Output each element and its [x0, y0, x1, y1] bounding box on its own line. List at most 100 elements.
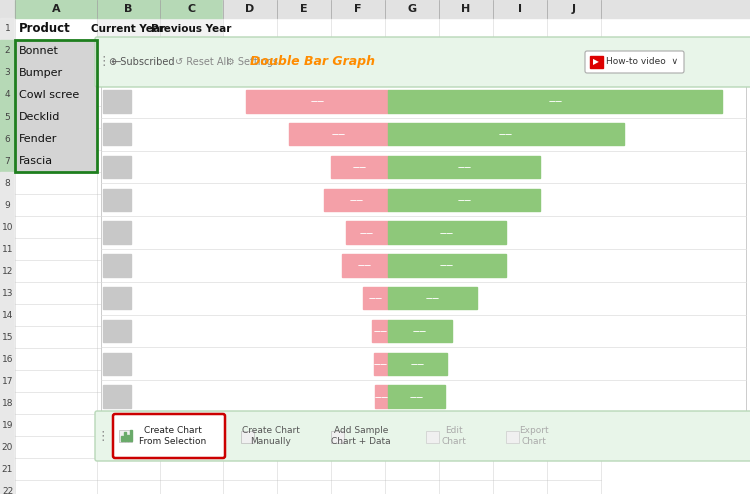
Bar — [277, 106, 331, 128]
Bar — [160, 84, 223, 106]
Bar — [385, 480, 439, 494]
Bar — [590, 56, 603, 68]
Bar — [342, 254, 388, 277]
Bar — [439, 106, 493, 128]
Bar — [277, 260, 331, 282]
Text: G: G — [407, 4, 416, 14]
Bar — [547, 216, 601, 238]
Text: ——: —— — [360, 230, 374, 236]
Bar — [331, 282, 385, 304]
Bar — [388, 254, 506, 277]
Bar — [385, 106, 439, 128]
Bar — [388, 90, 722, 113]
Bar — [0, 392, 15, 414]
Bar — [439, 260, 493, 282]
Bar — [97, 348, 160, 370]
Bar — [388, 385, 445, 408]
Bar — [0, 62, 15, 84]
Bar — [493, 128, 547, 150]
Text: ——: —— — [332, 131, 346, 137]
Bar — [547, 128, 601, 150]
Bar — [375, 385, 388, 408]
Bar — [103, 287, 131, 309]
Bar — [97, 304, 160, 326]
Bar — [97, 282, 160, 304]
Bar — [493, 172, 547, 194]
Bar — [15, 480, 97, 494]
Bar — [0, 304, 15, 326]
Text: ⋮: ⋮ — [97, 429, 109, 443]
Text: I: I — [518, 4, 522, 14]
Bar — [439, 62, 493, 84]
Bar — [493, 106, 547, 128]
Bar — [388, 123, 624, 145]
Bar — [15, 40, 97, 62]
Text: C: C — [188, 4, 196, 14]
Bar — [160, 128, 223, 150]
Bar — [547, 18, 601, 40]
Bar — [493, 282, 547, 304]
Bar — [331, 106, 385, 128]
FancyBboxPatch shape — [95, 37, 750, 87]
Bar — [103, 353, 131, 375]
Bar — [331, 62, 385, 84]
Bar — [97, 18, 160, 40]
Bar — [385, 348, 439, 370]
Text: ——: —— — [358, 262, 372, 268]
Bar — [223, 62, 277, 84]
Bar — [0, 436, 15, 458]
Bar — [277, 348, 331, 370]
Bar — [97, 326, 160, 348]
Bar — [277, 392, 331, 414]
Bar — [331, 150, 385, 172]
Bar — [547, 260, 601, 282]
Text: ——: —— — [458, 164, 471, 170]
Bar — [385, 370, 439, 392]
Text: Bonnet: Bonnet — [19, 46, 58, 56]
Bar — [15, 238, 97, 260]
Bar — [277, 0, 331, 18]
Bar — [373, 320, 388, 342]
Bar — [439, 128, 493, 150]
Bar — [0, 0, 750, 18]
Bar — [103, 221, 131, 244]
Bar — [385, 304, 439, 326]
Bar — [439, 326, 493, 348]
Text: ↺ Reset All: ↺ Reset All — [175, 57, 229, 67]
Bar — [385, 84, 439, 106]
Text: ——: —— — [499, 131, 513, 137]
Text: 9: 9 — [4, 201, 10, 209]
Text: Fender: Fender — [19, 134, 57, 144]
Bar — [385, 436, 439, 458]
Bar — [385, 260, 439, 282]
Bar — [160, 282, 223, 304]
Text: J: J — [572, 4, 576, 14]
Bar — [15, 260, 97, 282]
Bar — [15, 172, 97, 194]
Bar — [223, 348, 277, 370]
Bar — [439, 18, 493, 40]
Bar — [547, 62, 601, 84]
Bar — [97, 436, 160, 458]
Text: ——: —— — [369, 295, 382, 301]
Bar — [277, 370, 331, 392]
Text: 15: 15 — [2, 332, 14, 341]
Text: A: A — [52, 4, 60, 14]
Bar — [15, 62, 97, 84]
Bar — [160, 106, 223, 128]
Text: 18: 18 — [2, 399, 14, 408]
Bar — [0, 18, 15, 40]
Bar — [223, 480, 277, 494]
Bar — [223, 40, 277, 62]
Bar — [223, 194, 277, 216]
Text: ▶: ▶ — [593, 57, 599, 67]
Text: 13: 13 — [2, 288, 14, 297]
Bar — [103, 254, 131, 277]
Bar — [493, 326, 547, 348]
Bar — [97, 370, 160, 392]
Text: Edit
Chart: Edit Chart — [442, 426, 466, 447]
Bar — [277, 238, 331, 260]
Bar — [15, 348, 97, 370]
Text: 14: 14 — [2, 311, 14, 320]
Bar — [223, 172, 277, 194]
